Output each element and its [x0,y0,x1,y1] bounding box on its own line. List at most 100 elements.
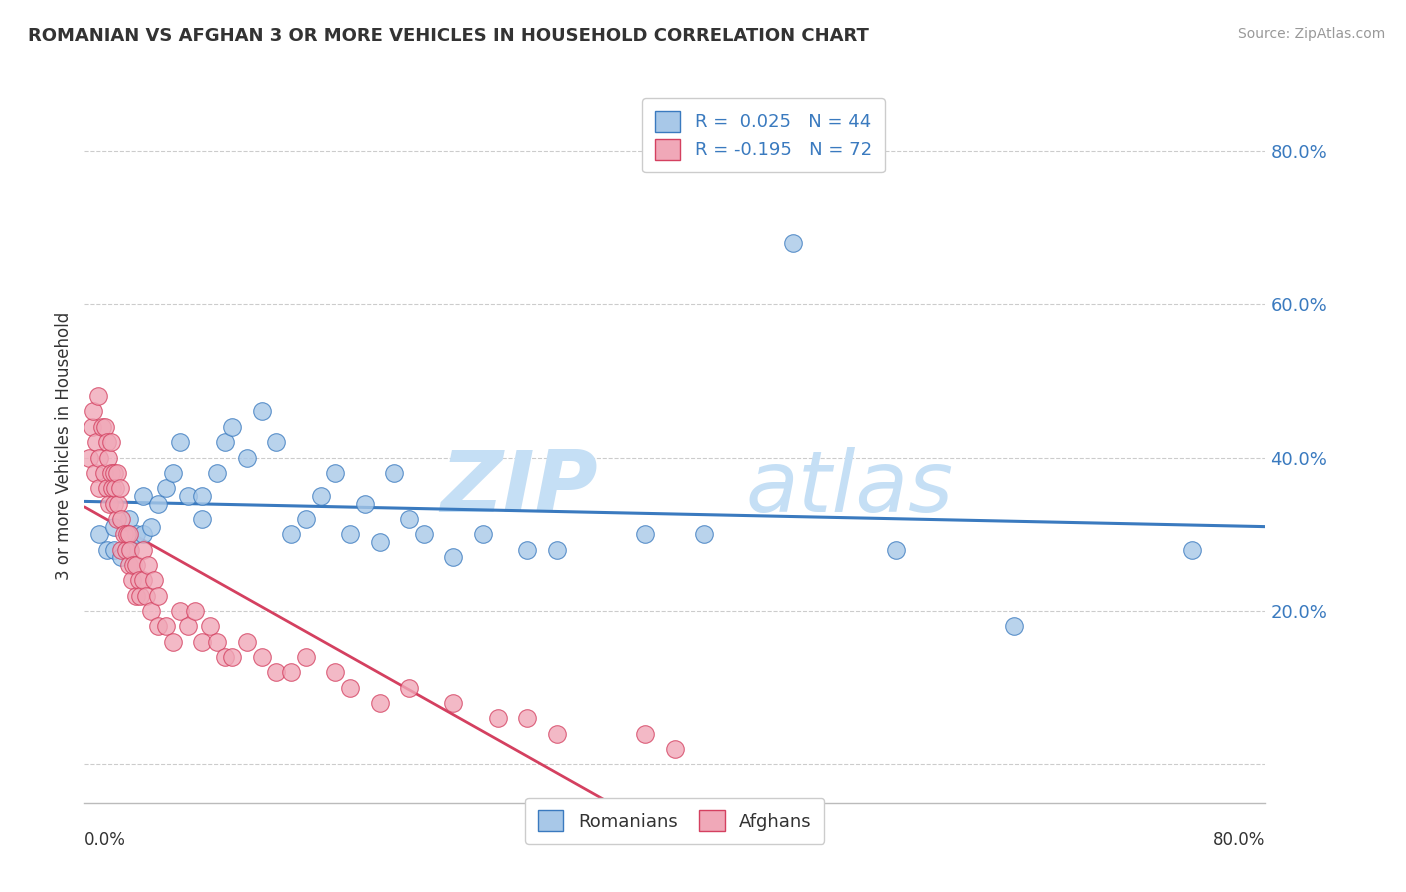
Point [80,419,103,434]
Point [108,481,131,495]
Point [162,466,184,480]
Point [155,619,177,633]
Point [104,481,127,495]
Y-axis label: 3 or more Vehicles in Household: 3 or more Vehicles in Household [55,312,73,580]
Point [339,527,361,541]
Point [1004,619,1026,633]
Point [84,435,107,450]
Point [221,650,243,665]
Point [94,419,117,434]
Point [191,512,214,526]
Point [128,574,150,588]
Point [546,542,568,557]
Point [177,489,200,503]
Point [132,527,155,541]
Point [77,450,100,465]
Point [96,435,118,450]
Point [546,727,568,741]
Point [443,550,465,565]
Point [118,512,141,526]
Point [382,466,406,480]
Point [118,527,141,541]
Point [177,619,200,633]
Point [91,419,114,434]
Point [486,711,509,725]
Point [139,604,162,618]
Point [132,574,155,588]
Point [100,435,122,450]
Point [115,527,138,541]
Point [295,512,318,526]
Point [96,481,118,495]
Point [309,489,332,503]
Point [98,497,121,511]
Point [516,542,538,557]
Point [148,619,170,633]
Point [129,589,152,603]
Point [295,650,318,665]
Point [443,696,465,710]
Point [236,450,259,465]
Point [368,535,391,549]
Point [236,634,259,648]
Point [83,466,105,480]
Point [207,466,229,480]
Point [110,542,132,557]
Point [148,497,170,511]
Legend: Romanians, Afghans: Romanians, Afghans [526,797,824,844]
Point [112,527,135,541]
Point [169,435,191,450]
Point [250,650,273,665]
Point [472,527,495,541]
Point [148,589,170,603]
Point [214,650,236,665]
Point [280,527,302,541]
Point [93,466,115,480]
Point [86,389,108,403]
Point [105,466,128,480]
Point [103,519,125,533]
Point [87,527,111,541]
Point [100,466,122,480]
Point [122,558,145,572]
Point [280,665,302,680]
Point [96,542,118,557]
Point [82,404,104,418]
Point [135,589,157,603]
Text: atlas: atlas [745,447,953,531]
Point [886,542,908,557]
Point [169,604,191,618]
Point [125,527,148,541]
Point [516,711,538,725]
Point [782,235,804,250]
Point [221,419,243,434]
Point [693,527,716,541]
Point [398,512,420,526]
Point [266,665,288,680]
Point [191,489,214,503]
Point [105,512,128,526]
Point [634,727,657,741]
Point [110,512,132,526]
Point [207,634,229,648]
Point [114,542,136,557]
Point [121,574,143,588]
Point [354,497,377,511]
Point [142,574,165,588]
Point [325,665,347,680]
Point [325,466,347,480]
Point [132,542,155,557]
Point [664,742,686,756]
Text: Source: ZipAtlas.com: Source: ZipAtlas.com [1237,27,1385,41]
Point [87,450,111,465]
Point [97,450,120,465]
Text: ROMANIAN VS AFGHAN 3 OR MORE VEHICLES IN HOUSEHOLD CORRELATION CHART: ROMANIAN VS AFGHAN 3 OR MORE VEHICLES IN… [28,27,869,45]
Point [103,466,125,480]
Point [107,497,129,511]
Text: ZIP: ZIP [440,447,598,531]
Point [398,681,420,695]
Point [191,634,214,648]
Point [118,558,141,572]
Point [1181,542,1204,557]
Point [266,435,288,450]
